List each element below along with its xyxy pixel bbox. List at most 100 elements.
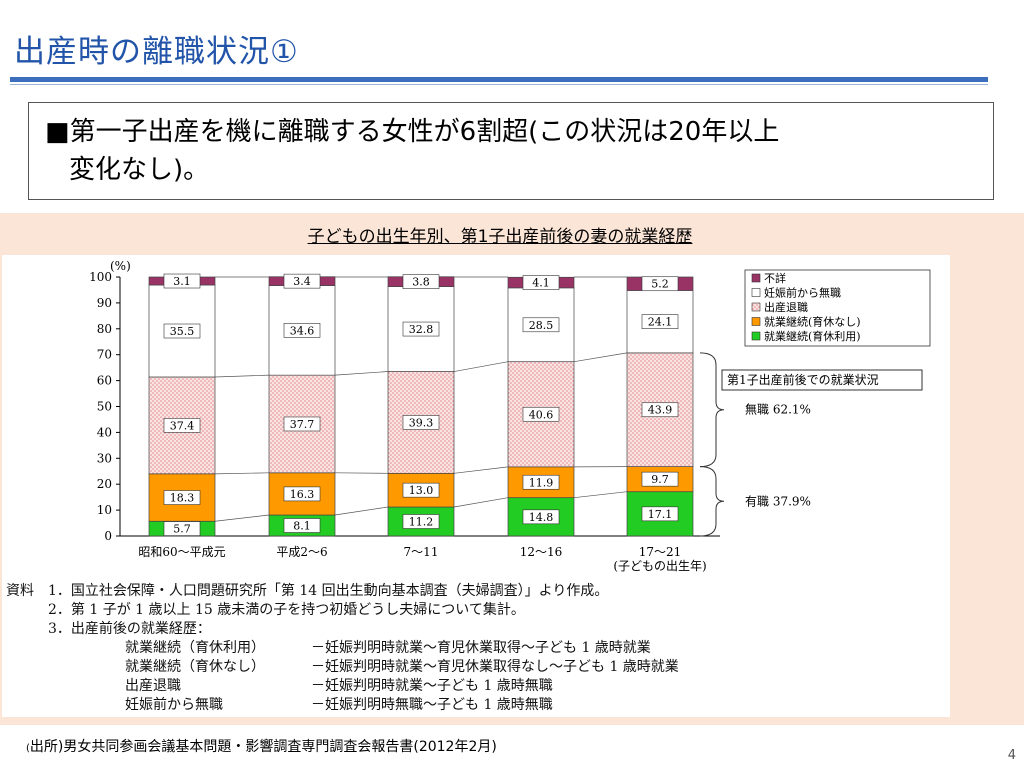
legend-label: 就業継続(育休なし) [764, 315, 861, 329]
def-desc: －妊娠判明時就業～子ども 1 歳時無職 [311, 678, 553, 694]
data-label-box [283, 323, 321, 338]
data-label-box [522, 509, 560, 525]
chart-title: 子どもの出生年別、第1子出産前後の妻の就業経歴 [307, 227, 693, 247]
note-line-2: 2．第 1 子が 1 歳以上 15 歳未満の子を持つ初婚どうし夫婦について集計。 [6, 602, 525, 618]
def-desc: －妊娠判明時無職～子ども 1 歳時無職 [311, 697, 553, 713]
data-label-box [641, 471, 679, 487]
callout-box: ■第一子出産を機に離職する女性が6割超(この状況は20年以上 変化なし)。 [28, 102, 994, 200]
legend-box [744, 269, 931, 347]
data-label: 18.3 [170, 492, 195, 505]
callout-line-1: ■第一子出産を機に離職する女性が6割超(この状況は20年以上 [45, 117, 780, 147]
data-label: 39.3 [409, 416, 434, 429]
connector-line [334, 506, 389, 516]
x-tick-label: 12〜16 [520, 545, 563, 559]
data-label-box [402, 415, 440, 430]
legend-label: 就業継続(育休利用) [764, 329, 861, 343]
data-label-box [163, 418, 201, 433]
slide-title: 出産時の離職状況① [14, 34, 299, 70]
source-citation: (出所)男女共同参画会議基本問題・影響調査専門調査会報告書(2012年2月) [26, 736, 497, 756]
def-term: 就業継続（育休なし） [125, 659, 265, 675]
annotation-yushoku: 有職 37.9% [745, 494, 811, 508]
note-line-3: 3．出産前後の就業経歴： [6, 621, 211, 637]
def-desc: －妊娠判明時就業～育児休業取得～子ども 1 歳時就業 [311, 640, 651, 656]
def-term: 妊娠前から無職 [125, 697, 223, 713]
data-label-box [402, 274, 440, 289]
data-label: 11.9 [529, 476, 554, 489]
x-tick-label: 昭和60〜平成元 [138, 545, 225, 559]
x-axis-sublabel: (子どもの出生年) [613, 559, 706, 573]
def-term: 出産退職 [125, 678, 181, 694]
data-label-box [402, 482, 440, 498]
data-label: 3.1 [173, 275, 191, 288]
data-label: 37.4 [170, 419, 195, 432]
data-label: 28.5 [529, 319, 554, 332]
y-tick-label: 20 [97, 477, 112, 491]
legend-swatch [751, 273, 761, 283]
x-tick-label: 17〜21 [639, 545, 682, 559]
page-number: 4 [1007, 748, 1016, 763]
annotation-box [721, 369, 923, 391]
data-label: 3.8 [412, 276, 430, 289]
data-label: 3.4 [293, 275, 311, 288]
data-label: 14.8 [529, 511, 554, 524]
data-label: 35.5 [170, 325, 195, 338]
data-label: 9.7 [651, 473, 669, 486]
data-label: 34.6 [290, 324, 315, 337]
data-label: 43.9 [648, 404, 673, 417]
data-label-box [522, 275, 560, 290]
note-def-1: 就業継続（育休利用） －妊娠判明時就業～育児休業取得～子ども 1 歳時就業 [6, 639, 679, 658]
connector-line [453, 497, 509, 508]
note-def-3: 出産退職 －妊娠判明時就業～子ども 1 歳時無職 [6, 677, 679, 696]
legend-label: 妊娠前から無職 [764, 286, 841, 300]
data-label-box [402, 514, 440, 529]
data-label-box [641, 314, 679, 329]
connector-line [453, 466, 509, 474]
annotation-box-label: 第1子出産前後での就業状況 [727, 372, 879, 387]
y-tick-label: 10 [97, 503, 112, 517]
note-line-1: 資料 1．国立社会保障・人口問題研究所「第 14 回出生動向基本調査（夫婦調査）… [6, 583, 609, 599]
connector-line [573, 491, 628, 499]
data-label-box [641, 276, 679, 292]
legend-label: 不詳 [764, 271, 786, 285]
def-term: 就業継続（育休利用） [125, 640, 265, 656]
data-label: 40.6 [529, 408, 554, 421]
y-tick-label: 70 [97, 348, 112, 362]
brace-mushoku [699, 352, 725, 468]
stacked-bar-chart: (%) 0 10 20 30 40 50 60 70 80 90 100 5.7 18.3 37.4 35.5… [89, 259, 931, 573]
data-label-box [522, 317, 560, 333]
data-label: 5.7 [173, 523, 191, 536]
title-rule-thin [10, 84, 988, 85]
data-label-box [522, 406, 560, 422]
data-label-box [522, 474, 560, 490]
y-tick-label: 40 [97, 425, 112, 439]
legend-swatch [751, 331, 761, 341]
legend-swatch [751, 302, 761, 312]
data-label: 17.1 [648, 508, 673, 521]
y-tick-label: 60 [97, 374, 112, 388]
data-label-box [283, 273, 321, 289]
note-def-4: 妊娠前から無職 －妊娠判明時無職～子ども 1 歳時無職 [6, 696, 679, 715]
data-label: 5.2 [651, 278, 669, 291]
annotation-mushoku: 無職 62.1% [745, 402, 811, 417]
legend-swatch [751, 317, 761, 326]
legend-swatch [751, 288, 761, 297]
source-paren: ( [26, 743, 30, 754]
connector-line [214, 514, 270, 522]
data-label: 8.1 [293, 520, 311, 533]
data-label: 37.7 [290, 418, 315, 431]
connector-line [334, 472, 389, 474]
x-tick-label: 平成2〜6 [276, 545, 327, 559]
x-tick-label: 7〜11 [404, 545, 439, 559]
connector-line [214, 472, 270, 475]
data-label-box [283, 518, 321, 533]
data-label-box [641, 402, 679, 418]
brace-yushoku [699, 466, 725, 537]
title-rule [10, 77, 988, 82]
y-tick-label: 90 [97, 296, 112, 310]
data-label-box [283, 416, 321, 432]
data-label: 32.8 [409, 323, 434, 336]
connector-line [334, 371, 389, 376]
data-label: 13.0 [409, 484, 434, 497]
source-text: 出所)男女共同参画会議基本問題・影響調査専門調査会報告書(2012年2月) [29, 739, 497, 755]
data-label: 11.2 [409, 515, 434, 528]
